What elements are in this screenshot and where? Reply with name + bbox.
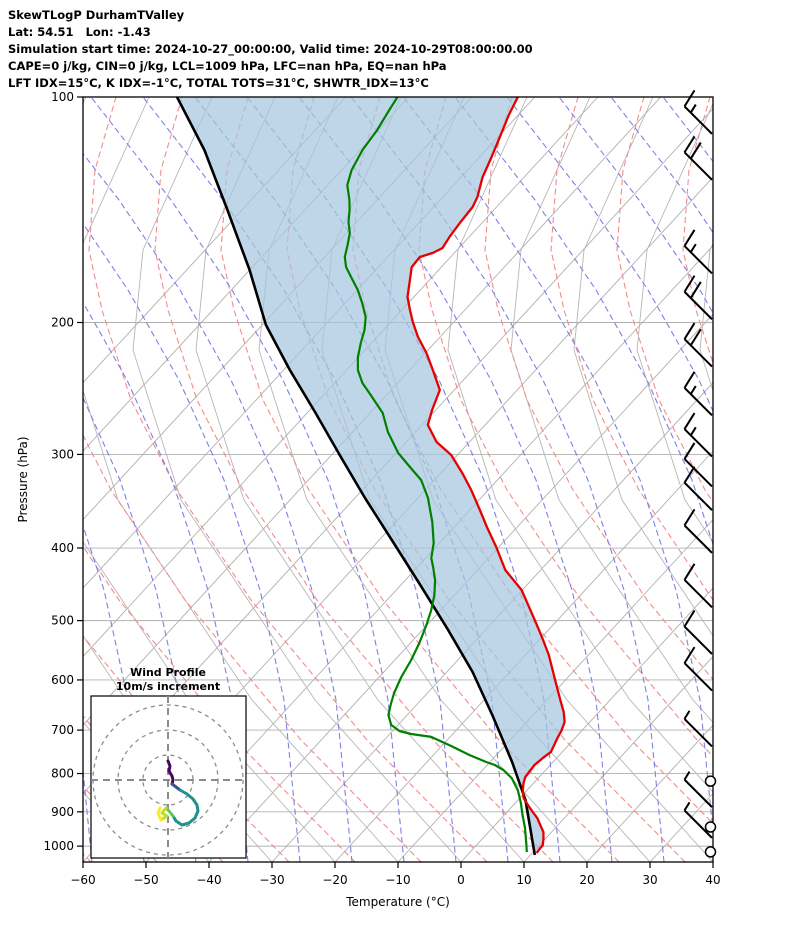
svg-text:400: 400	[51, 541, 74, 555]
hodograph-wind-trail	[170, 782, 182, 792]
svg-text:700: 700	[51, 723, 74, 737]
svg-text:10: 10	[516, 873, 531, 887]
svg-text:1000: 1000	[43, 839, 74, 853]
wind-barb	[683, 710, 713, 748]
wind-barbs	[683, 89, 717, 858]
plot-area	[83, 97, 713, 862]
wind-barb	[683, 609, 713, 655]
svg-text:40: 40	[705, 873, 720, 887]
wind-barb	[683, 563, 713, 609]
stability-values-2: LFT IDX=15°C, K IDX=-1°C, TOTAL TOTS=31°…	[8, 76, 429, 90]
parcel-curve	[175, 97, 537, 856]
wind-barb	[683, 135, 713, 181]
y-axis-label: Pressure (hPa)	[16, 436, 30, 522]
hodograph-wind-trail	[166, 759, 175, 786]
hodograph-title: Wind Profile	[130, 666, 206, 679]
svg-text:100: 100	[51, 90, 74, 104]
svg-text:30: 30	[642, 873, 657, 887]
calm-wind-circle	[704, 775, 717, 787]
svg-text:800: 800	[51, 767, 74, 781]
temperature-curve	[406, 97, 566, 854]
svg-text:300: 300	[51, 447, 74, 461]
svg-text:−30: −30	[259, 873, 284, 887]
wind-barb	[683, 229, 713, 275]
station-coordinates: Lat: 54.51 Lon: -1.43	[8, 25, 151, 39]
x-axis-label: Temperature (°C)	[345, 895, 450, 909]
svg-text:−20: −20	[322, 873, 347, 887]
figure-title: SkewTLogP DurhamTValley	[8, 8, 185, 22]
wind-barb	[683, 371, 713, 416]
svg-text:−60: −60	[70, 873, 95, 887]
wind-barb	[683, 801, 713, 839]
svg-text:20: 20	[579, 873, 594, 887]
svg-text:900: 900	[51, 805, 74, 819]
y-axis: 100 200 300 400 500 600 700 800 900 1000 Pressure …	[16, 90, 83, 853]
hodograph-wind-trail	[171, 788, 200, 827]
svg-text:−40: −40	[196, 873, 221, 887]
svg-text:500: 500	[51, 614, 74, 628]
svg-text:200: 200	[51, 316, 74, 330]
wind-barb	[683, 412, 713, 458]
svg-text:600: 600	[51, 673, 74, 687]
stability-values-1: CAPE=0 j/kg, CIN=0 j/kg, LCL=1009 hPa, L…	[8, 59, 447, 73]
wind-barb	[683, 508, 713, 554]
wind-barb	[683, 275, 713, 320]
wind-barb	[683, 322, 713, 368]
dewpoint-curve	[343, 97, 528, 853]
calm-wind-circle	[704, 821, 717, 833]
hodograph-subtitle: 10m/s increment	[116, 680, 220, 693]
simulation-times: Simulation start time: 2024-10-27_00:00:…	[8, 42, 533, 56]
svg-text:−10: −10	[385, 873, 410, 887]
wind-barb	[683, 466, 713, 511]
svg-text:0: 0	[457, 873, 465, 887]
wind-barb	[683, 771, 713, 808]
wind-barb	[683, 442, 713, 488]
svg-text:−50: −50	[133, 873, 158, 887]
negative-area-fill	[177, 97, 565, 855]
hodograph-wind-trail	[156, 806, 163, 822]
hodograph-wind-trail	[159, 806, 169, 822]
wind-barb	[683, 646, 713, 692]
x-axis: −60 −50 −40 −30 −20 −10 0 10 20 30 40 Temperature (…	[70, 862, 721, 909]
wind-barb	[683, 89, 713, 135]
calm-wind-circle	[704, 846, 717, 858]
